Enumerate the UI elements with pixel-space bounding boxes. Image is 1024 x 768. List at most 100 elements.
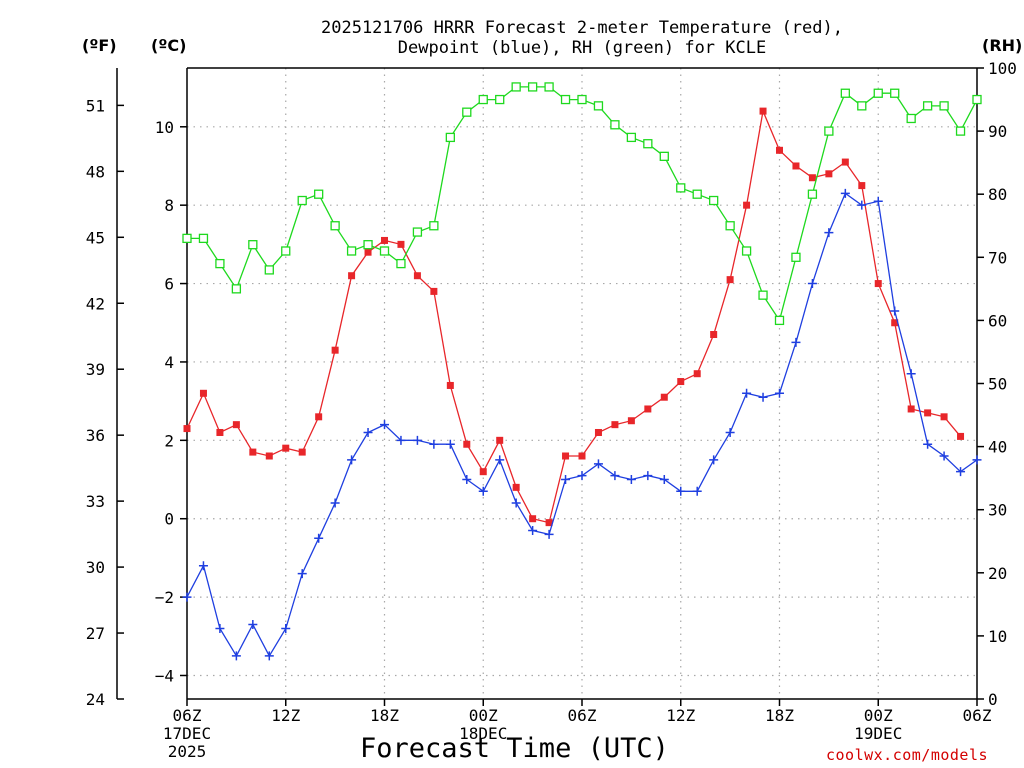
temperature-point: [825, 170, 833, 178]
temperature-point: [512, 483, 520, 491]
dewpoint-point: [857, 200, 867, 210]
dewpoint-point: [347, 455, 357, 465]
rh-tick-label: 100: [988, 59, 1017, 78]
dewpoint-point: [478, 486, 488, 496]
temperature-point: [627, 417, 635, 425]
rh-point: [890, 88, 900, 98]
temperature-point: [199, 389, 207, 397]
rh-point: [807, 189, 818, 199]
rh-point: [314, 189, 324, 199]
x-tick-label: 00Z: [864, 706, 893, 725]
rh-point: [610, 120, 620, 130]
celsius-tick-label: 2: [164, 431, 174, 450]
rh-point: [495, 94, 505, 105]
temperature-point: [315, 413, 323, 421]
rh-point: [626, 132, 637, 143]
dewpoint-point: [462, 475, 472, 485]
dewpoint-point: [939, 451, 949, 461]
fahrenheit-tick-label: 48: [86, 162, 105, 181]
temperature-point: [446, 381, 454, 389]
dewpoint-point: [231, 651, 241, 661]
x-tick-label: 12Z: [271, 706, 300, 725]
x-tick-label: 06Z: [963, 706, 992, 725]
rh-point: [906, 113, 916, 124]
temperature-point: [331, 346, 339, 354]
celsius-tick-label: −4: [155, 666, 174, 685]
dewpoint-point: [412, 435, 422, 445]
rh-point: [824, 126, 834, 136]
temperature-point: [594, 428, 602, 436]
rh-point: [643, 139, 653, 149]
temperature-point: [644, 405, 652, 413]
rh-tick-label: 20: [988, 564, 1007, 583]
dewpoint-point: [528, 525, 538, 535]
temperature-point: [808, 174, 816, 182]
dewpoint-point: [396, 435, 406, 445]
dewpoint-point: [544, 529, 554, 539]
dewpoint-point: [297, 569, 307, 579]
dewpoint-point: [577, 471, 587, 481]
temperature-point: [924, 409, 932, 417]
dewpoint-point: [610, 471, 620, 481]
rh-point: [281, 246, 291, 256]
temperature-point: [940, 413, 948, 421]
celsius-tick-label: 0: [164, 510, 174, 529]
temperature-point: [265, 452, 273, 460]
rh-tick-label: 30: [988, 501, 1007, 520]
temperature-point: [957, 432, 965, 440]
x-tick-label: 00Z: [469, 706, 498, 725]
chart-title-line-1: 2025121706 HRRR Forecast 2-meter Tempera…: [321, 18, 843, 38]
temperature-point: [891, 319, 899, 327]
dewpoint-point: [593, 459, 603, 469]
rh-point: [363, 240, 373, 250]
dewpoint-point: [314, 533, 324, 543]
rh-point: [741, 246, 752, 256]
temperature-point: [792, 162, 800, 170]
temperature-point: [578, 452, 586, 460]
dewpoint-point: [758, 392, 768, 402]
rh-point: [396, 258, 406, 269]
dewpoint-point: [659, 475, 669, 485]
x-axis-title: Forecast Time (UTC): [360, 733, 669, 764]
temperature-point: [611, 421, 619, 429]
dewpoint-point: [561, 475, 571, 485]
rh-point: [774, 315, 785, 326]
rh-point: [215, 258, 225, 269]
dewpoint-point: [330, 498, 340, 508]
dewpoint-point: [281, 623, 291, 633]
chart-title-line-2: Dewpoint (blue), RH (green) for KCLE: [397, 38, 767, 58]
rh-point: [593, 101, 604, 111]
rh-point: [692, 189, 702, 199]
dewpoint-series-line: [186, 192, 978, 658]
x-tick-label: 06Z: [173, 706, 202, 725]
rh-tick-label: 0: [988, 690, 998, 709]
dewpoint-point: [198, 561, 208, 571]
dewpoint-point: [725, 427, 735, 437]
temperature-point: [710, 331, 718, 339]
rh-point: [527, 82, 538, 92]
dewpoint-point: [182, 592, 192, 602]
temperature-point: [529, 515, 537, 523]
credit-label: coolwx.com/models: [826, 746, 989, 764]
dewpoint-point: [840, 188, 850, 198]
rh-unit-label: (RH): [982, 36, 1023, 55]
rh-point: [198, 233, 209, 244]
rh-point: [412, 227, 423, 237]
temperature-point: [776, 146, 783, 154]
dewpoint-point: [956, 467, 966, 477]
temperature-point: [463, 440, 471, 448]
fahrenheit-tick-label: 39: [86, 360, 105, 379]
temperature-point: [858, 182, 866, 190]
dewpoint-point: [626, 475, 636, 485]
temperature-point: [298, 448, 306, 456]
dewpoint-point: [676, 486, 686, 496]
fahrenheit-tick-label: 45: [86, 228, 105, 247]
dewpoint-point: [791, 337, 801, 347]
dewpoint-point: [890, 306, 900, 316]
rh-point: [972, 94, 982, 105]
temperature-point: [413, 272, 421, 280]
dewpoint-point: [742, 388, 752, 398]
fahrenheit-tick-label: 51: [86, 96, 105, 115]
temperature-series-line: [186, 108, 961, 524]
rh-point: [478, 94, 488, 105]
